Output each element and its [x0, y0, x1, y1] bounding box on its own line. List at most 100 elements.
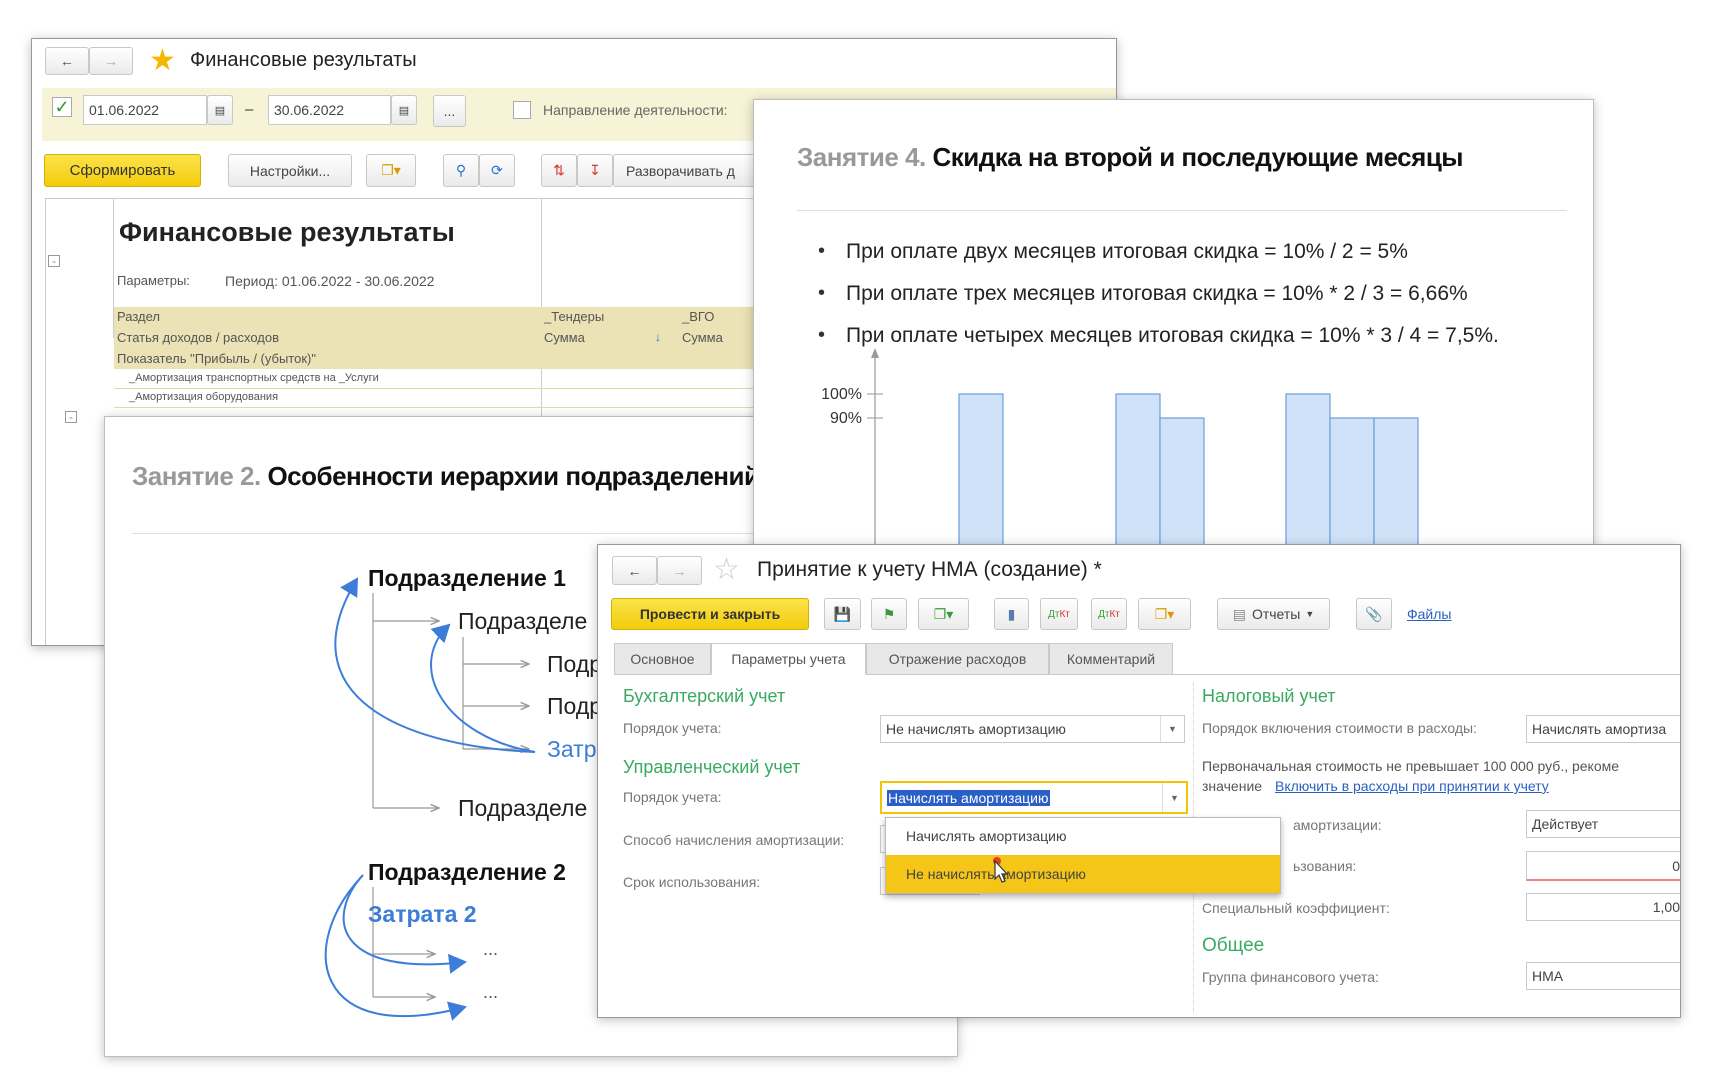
tab-expense-reflection[interactable]: Отражение расходов [866, 643, 1049, 675]
tax-note: Первоначальная стоимость не превышает 10… [1202, 758, 1620, 774]
direction-checkbox[interactable] [513, 101, 531, 119]
bar [958, 393, 1004, 547]
field-value: 0 [1672, 857, 1680, 874]
y-tick-label: 100% [821, 386, 862, 403]
files-link[interactable]: Файлы [1407, 606, 1452, 622]
tab-comment[interactable]: Комментарий [1049, 643, 1173, 675]
collapse-icon[interactable]: - [65, 411, 77, 423]
header-indicator: Показатель "Прибыль / (убыток)" [117, 351, 316, 366]
settings-button[interactable]: Настройки... [228, 154, 352, 187]
header-section: Раздел [117, 309, 160, 324]
reports-icon: ▤ [1232, 605, 1246, 622]
back-button[interactable]: ← [612, 556, 657, 585]
chevron-down-icon[interactable]: ▼ [1162, 783, 1186, 812]
bullet-icon: • [818, 282, 826, 304]
chevron-down-icon[interactable]: ▼ [1160, 716, 1184, 742]
group-field[interactable]: НМА [1526, 962, 1680, 990]
period-label: Период: 01.06.2022 - 30.06.2022 [225, 273, 435, 289]
save-icon[interactable]: 💾 [824, 598, 861, 630]
bullet-text: При оплате двух месяцев итоговая скидка … [846, 240, 1408, 263]
collapse-icon[interactable]: - [48, 255, 60, 267]
post-icon[interactable]: ⚑ [871, 598, 907, 630]
sort-icon[interactable]: ↓ [655, 330, 661, 344]
accounting-heading: Бухгалтерский учет [623, 686, 786, 706]
list-icon[interactable]: ▮ [994, 598, 1029, 630]
table-row[interactable] [114, 370, 1116, 389]
col-tenders-sum: Сумма [544, 330, 585, 345]
dropdown-option[interactable]: Начислять амортизацию [906, 828, 1067, 844]
dt-kt-icon[interactable]: Дт Кт [1040, 598, 1078, 630]
arrow-cost-to-sub1 [430, 623, 536, 753]
report-area [45, 198, 1116, 645]
tax-status-label: амортизации: [1293, 817, 1382, 833]
favorite-star-icon[interactable]: ☆ [713, 553, 740, 586]
arrow-cost-to-dept1 [334, 577, 536, 753]
tax-term-label: ьзования: [1293, 858, 1357, 874]
slide-title: Занятие 2. Особенности иерархии подразде… [132, 461, 760, 492]
tax-term-field[interactable]: 0 [1526, 851, 1680, 881]
favorite-star-icon[interactable]: ★ [149, 44, 176, 77]
generate-button[interactable]: Сформировать [44, 154, 201, 187]
y-tick-label: 90% [830, 410, 862, 427]
date-from-input[interactable]: 01.06.2022 [83, 95, 207, 125]
forward-button[interactable]: → [657, 556, 702, 585]
lesson-number: Занятие 2. [132, 461, 261, 491]
sort-collapse-icon[interactable]: ↧ [577, 154, 613, 187]
chevron-down-icon: ▼ [1305, 609, 1315, 619]
attach-icon[interactable]: 📎 [1356, 598, 1392, 630]
create-based-on-icon[interactable]: ❐▾ [918, 598, 969, 630]
reports-button[interactable]: ▤ Отчеты ▼ [1217, 598, 1330, 630]
management-heading: Управленческий учет [623, 757, 801, 777]
tax-note-prefix: значение [1202, 778, 1263, 794]
accounting-order-select[interactable]: Не начислять амортизацию ▼ [880, 715, 1185, 743]
term-label: Срок использования: [623, 874, 761, 890]
management-order-select[interactable]: Начислять амортизацию ▼ [880, 781, 1188, 814]
nma-window: ← → ☆ Принятие к учету НМА (создание) * … [597, 544, 1681, 1018]
date-to-input[interactable]: 30.06.2022 [268, 95, 391, 125]
forward-button[interactable]: → [89, 47, 133, 75]
col-vgo-header: _ВГО [682, 309, 715, 324]
post-and-close-button[interactable]: Провести и закрыть [611, 598, 809, 630]
search-icon[interactable]: ⚲ [443, 154, 479, 187]
dropdown-option-highlighted[interactable]: Не начислять амортизацию [886, 855, 1280, 893]
bullet-icon: • [818, 324, 826, 346]
node-dept2: Подразделение 2 [368, 859, 566, 885]
table-row[interactable] [114, 389, 1116, 408]
expand-button[interactable]: Разворачивать д [613, 154, 773, 187]
calendar-icon[interactable]: ▤ [207, 95, 233, 125]
accounting-order-label: Порядок учета: [623, 720, 722, 736]
dropdown-list: Начислять амортизацию Не начислять аморт… [885, 817, 1281, 894]
y-axis-arrow [871, 348, 879, 358]
node-dots2: ... [483, 982, 499, 1002]
direction-label: Направление деятельности: [543, 102, 728, 118]
params-label: Параметры: [117, 273, 190, 288]
bar [1285, 393, 1331, 547]
node-dots1: ... [483, 939, 499, 959]
search-clear-icon[interactable]: ⟳ [479, 154, 515, 187]
bar [1159, 417, 1205, 547]
coef-field[interactable]: 1,00 [1526, 893, 1680, 921]
variants-menu-button[interactable]: ❐▾ [366, 154, 416, 187]
tax-inclusion-select[interactable]: Начислять амортиза [1526, 715, 1680, 743]
tax-status-field[interactable]: Действует [1526, 810, 1680, 838]
tab-accounting-params[interactable]: Параметры учета [711, 643, 866, 675]
node-sub2: Подразделе [458, 795, 588, 821]
lesson-title: Особенности иерархии подразделений [267, 461, 760, 491]
period-checkbox[interactable]: ✓ [52, 97, 72, 117]
period-select-button[interactable]: ... [433, 95, 466, 127]
bar [1329, 417, 1375, 547]
print-menu-icon[interactable]: ❐▾ [1138, 598, 1191, 630]
node-sub1a: Подр [547, 651, 603, 677]
dt-kt-journal-icon[interactable]: Дт Кт [1091, 598, 1127, 630]
general-heading: Общее [1202, 935, 1265, 956]
calendar-icon[interactable]: ▤ [391, 95, 417, 125]
select-value: Не начислять амортизацию [886, 721, 1066, 737]
tab-main[interactable]: Основное [614, 643, 711, 675]
window-title: Принятие к учету НМА (создание) * [757, 558, 1102, 581]
report-column-divider [113, 198, 114, 338]
lesson-number: Занятие 4. [797, 142, 926, 172]
sort-expand-icon[interactable]: ⇅ [541, 154, 577, 187]
back-button[interactable]: ← [45, 47, 89, 75]
bar [1373, 417, 1419, 547]
include-expenses-link[interactable]: Включить в расходы при принятии к учету [1275, 778, 1549, 794]
